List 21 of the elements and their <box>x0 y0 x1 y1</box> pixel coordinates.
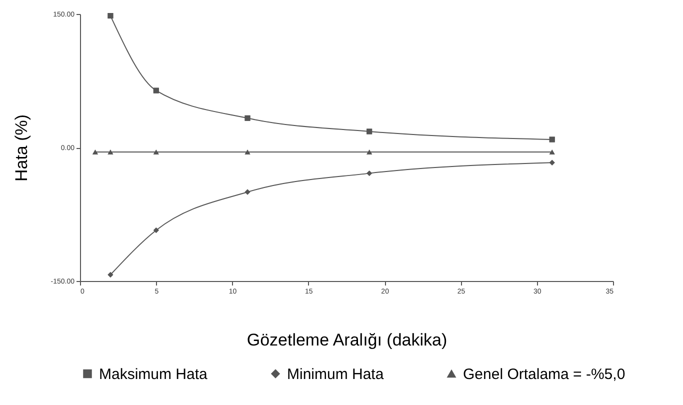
point <box>549 136 555 142</box>
point <box>92 150 98 154</box>
legend-label: Genel Ortalama = -%5,0 <box>463 366 626 383</box>
point <box>108 13 114 19</box>
point <box>244 115 250 121</box>
point <box>366 128 372 134</box>
point <box>549 150 555 154</box>
point <box>366 150 372 154</box>
point <box>108 272 114 278</box>
point <box>366 170 372 176</box>
point <box>108 150 114 154</box>
point <box>153 150 159 154</box>
point <box>244 150 250 154</box>
y-axis-title: Hata (%) <box>12 114 31 182</box>
point <box>153 88 159 94</box>
x-axis-title: Gözetleme Aralığı (dakika) <box>246 330 448 350</box>
point <box>153 228 159 234</box>
point <box>549 160 555 166</box>
legend-label: Minimum Hata <box>287 366 384 383</box>
legend-label: Maksimum Hata <box>99 366 208 383</box>
point <box>244 189 250 195</box>
